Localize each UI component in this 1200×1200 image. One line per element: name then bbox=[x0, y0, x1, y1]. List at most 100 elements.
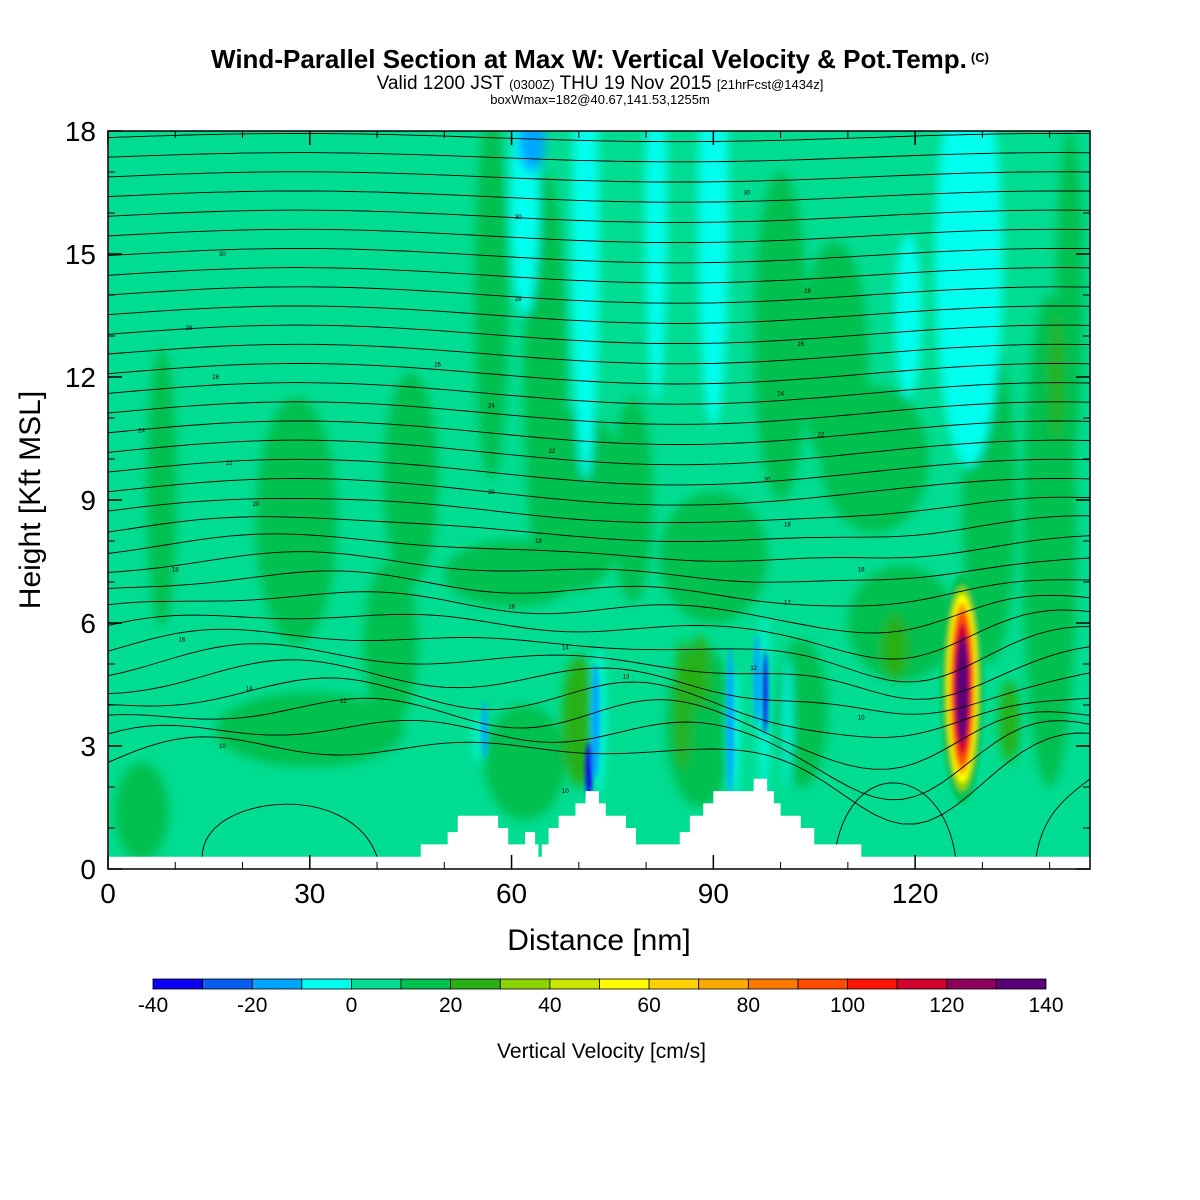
theta-label: 22 bbox=[818, 432, 825, 438]
theta-label: 10 bbox=[858, 715, 865, 721]
theta-isentrope bbox=[108, 209, 1090, 223]
theta-isentrope bbox=[108, 626, 1090, 683]
velocity-region bbox=[510, 131, 540, 316]
theta-isentrope bbox=[108, 363, 1090, 385]
colorbar-swatch bbox=[351, 978, 402, 990]
theta-isentrope bbox=[108, 305, 1090, 324]
theta-isentrope bbox=[108, 697, 1090, 770]
theta-isentrope bbox=[108, 286, 1090, 304]
theta-cell bbox=[1035, 778, 1090, 857]
velocity-region bbox=[773, 639, 828, 787]
valid-utc: (0300Z) bbox=[509, 77, 555, 92]
velocity-core bbox=[753, 635, 761, 726]
velocity-region bbox=[935, 131, 1003, 468]
velocity-region bbox=[645, 131, 667, 402]
theta-isentrope bbox=[108, 171, 1090, 183]
valid-date: THU 19 Nov 2015 bbox=[559, 73, 712, 94]
colorbar-swatch bbox=[450, 978, 501, 990]
velocity-region bbox=[383, 372, 438, 587]
x-tick-label: 120 bbox=[892, 878, 939, 909]
x-tick-label: 60 bbox=[496, 878, 527, 909]
y-tick-label: 12 bbox=[65, 362, 96, 393]
velocity-region bbox=[697, 131, 729, 427]
theta-isentrope bbox=[108, 439, 1090, 466]
colorbar-swatch bbox=[995, 978, 1047, 990]
theta-isentrope bbox=[108, 609, 1090, 660]
velocity-region bbox=[444, 541, 579, 607]
theta-contours bbox=[108, 133, 1090, 857]
theta-label: 10 bbox=[562, 789, 569, 795]
plot-area: 30 28 26 24 22 20 18 16 14 12 10 30 28 26 24 22 20 18 16 14… bbox=[108, 131, 1090, 869]
theta-label: 20 bbox=[253, 502, 260, 508]
velocity-region bbox=[474, 713, 482, 763]
y-tick-label: 9 bbox=[80, 485, 96, 516]
colorbar-swatch bbox=[797, 978, 848, 990]
velocity-core bbox=[591, 664, 600, 779]
updraft-level bbox=[956, 635, 969, 742]
theta-isentrope bbox=[108, 591, 1090, 634]
theta-isentrope bbox=[108, 677, 1090, 738]
theta-label: 18 bbox=[784, 523, 791, 529]
theta-isentrope bbox=[108, 190, 1090, 203]
theta-isentrope bbox=[108, 732, 1090, 825]
colorbar-swatch bbox=[400, 978, 452, 990]
velocity-region bbox=[783, 655, 792, 788]
velocity-region bbox=[675, 639, 692, 771]
theta-label: 30 bbox=[744, 191, 751, 197]
theta-label: 17 bbox=[784, 601, 791, 607]
y-tick-label: 6 bbox=[80, 608, 96, 639]
theta-isentrope bbox=[108, 324, 1090, 345]
theta-label: 22 bbox=[549, 449, 556, 455]
colorbar-swatch bbox=[847, 978, 898, 990]
theta-label: 26 bbox=[212, 375, 219, 381]
theta-isentrope bbox=[108, 533, 1090, 562]
velocity-region bbox=[215, 692, 404, 767]
colorbar-swatch bbox=[648, 978, 700, 990]
theta-isentrope bbox=[108, 133, 1090, 143]
colorbar-tick-label: -40 bbox=[138, 994, 168, 1017]
colorbar-tick-label: -20 bbox=[237, 994, 267, 1017]
y-tick-label: 3 bbox=[80, 731, 96, 762]
theta-label: 28 bbox=[804, 289, 811, 295]
theta-label: 26 bbox=[434, 363, 441, 369]
theta-label: 28 bbox=[185, 326, 192, 332]
colorbar-tick-label: 80 bbox=[737, 994, 760, 1017]
velocity-core bbox=[481, 700, 488, 759]
theta-isentrope bbox=[108, 643, 1090, 700]
y-tick-label: 0 bbox=[80, 854, 96, 885]
theta-label: 16 bbox=[508, 605, 515, 611]
axes: 0 30 60 90 120 0 3 6 9 12 15 18 Distance [nm] Height … bbox=[14, 116, 1091, 957]
velocity-region bbox=[1049, 315, 1064, 439]
theta-cell bbox=[833, 782, 956, 857]
velocity-region bbox=[114, 762, 169, 861]
colorbar-tick-label: 0 bbox=[346, 994, 358, 1017]
theta-label: 16 bbox=[858, 568, 865, 574]
theta-isentrope bbox=[108, 152, 1090, 163]
box-info: boxWmax=182@40.67,141.53,1255m bbox=[490, 92, 710, 107]
colorbar-tick-label: 20 bbox=[439, 994, 462, 1017]
theta-isentrope bbox=[108, 719, 1090, 801]
colorbar-label: Vertical Velocity [cm/s] bbox=[497, 1040, 706, 1063]
theta-label: 18 bbox=[535, 539, 542, 545]
colorbar-tick-label: 140 bbox=[1028, 994, 1063, 1017]
theta-isentrope bbox=[108, 496, 1090, 524]
colorbar-swatch bbox=[499, 978, 551, 990]
theta-isentrope bbox=[108, 248, 1090, 264]
terrain bbox=[108, 778, 1090, 869]
theta-label: 30 bbox=[219, 252, 226, 258]
velocity-region bbox=[659, 491, 768, 623]
colorbar-tick-label: 40 bbox=[538, 994, 561, 1017]
y-tick-label: 18 bbox=[65, 116, 96, 147]
theta-isentrope bbox=[108, 343, 1090, 365]
theta-label: 24 bbox=[138, 428, 145, 434]
theta-label: 20 bbox=[764, 478, 771, 484]
colorbar-swatch bbox=[301, 978, 352, 990]
valid-time: Valid 1200 JST bbox=[376, 73, 504, 94]
theta-label: 28 bbox=[515, 297, 522, 303]
colorbar-swatch bbox=[251, 978, 303, 990]
theta-label: 12 bbox=[750, 666, 757, 672]
theta-label: 13 bbox=[623, 674, 630, 680]
colorbar-swatch bbox=[599, 978, 650, 990]
colorbar-swatch bbox=[946, 978, 997, 990]
